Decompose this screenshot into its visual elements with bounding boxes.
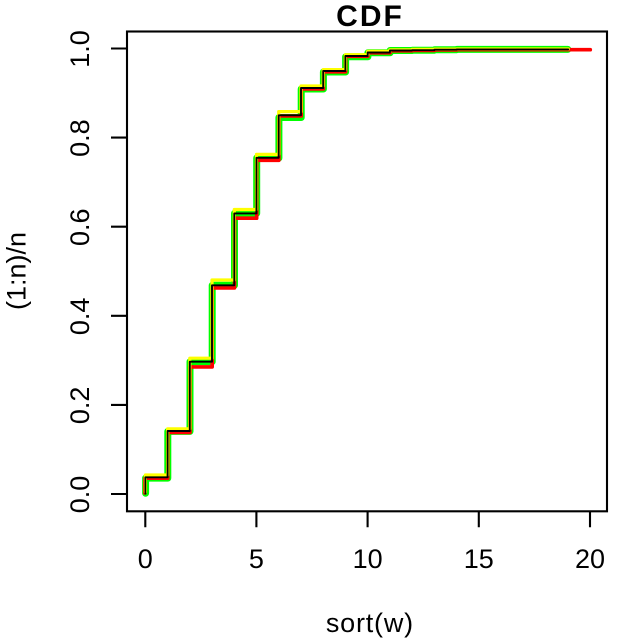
- svg-text:0.6: 0.6: [65, 208, 95, 246]
- svg-text:CDF: CDF: [336, 0, 404, 33]
- svg-text:0.4: 0.4: [65, 298, 95, 336]
- svg-text:1.0: 1.0: [65, 30, 95, 68]
- svg-text:15: 15: [464, 544, 494, 574]
- svg-text:0.2: 0.2: [65, 387, 95, 425]
- svg-text:0.8: 0.8: [65, 119, 95, 157]
- svg-text:sort(w): sort(w): [326, 608, 414, 638]
- svg-text:(1:n)/n: (1:n)/n: [1, 232, 31, 310]
- svg-text:0.0: 0.0: [65, 476, 95, 514]
- svg-text:5: 5: [249, 544, 264, 574]
- svg-text:10: 10: [353, 544, 383, 574]
- svg-text:20: 20: [575, 544, 605, 574]
- svg-text:0: 0: [138, 544, 153, 574]
